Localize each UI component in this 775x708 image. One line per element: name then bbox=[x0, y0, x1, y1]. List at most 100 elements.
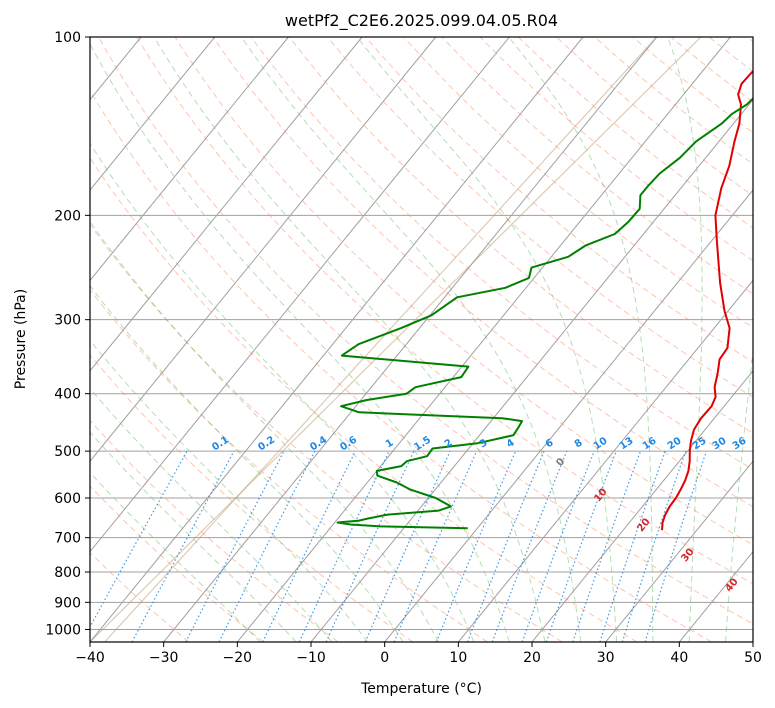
moist-adiabat-line bbox=[90, 431, 297, 642]
mixing-ratio-line bbox=[545, 450, 617, 642]
moist-adiabat-line bbox=[90, 142, 475, 642]
mixing-ratio-label: 6 bbox=[544, 437, 556, 450]
mixing-ratio-line bbox=[491, 450, 568, 642]
x-tick-label: 20 bbox=[523, 650, 541, 666]
x-axis-label: Temperature (°C) bbox=[360, 681, 482, 697]
mixing-ratio-label: 1 bbox=[384, 437, 396, 450]
moist-adiabat-line bbox=[90, 284, 404, 642]
plot-frame bbox=[89, 36, 754, 643]
plot-area: -100-90-80-70-60-50-40-30-20-100.10.20.4… bbox=[0, 37, 753, 642]
curved-guide-line bbox=[104, 37, 658, 642]
mixing-ratio-line bbox=[90, 450, 188, 629]
x-tick-label: −20 bbox=[223, 650, 253, 666]
mixing-ratio-label: 20 bbox=[666, 435, 684, 452]
moist-adiabat-line bbox=[90, 220, 439, 642]
moist-adiabat-label: 40 bbox=[723, 577, 740, 595]
mixing-ratio-label: 8 bbox=[573, 437, 585, 450]
mixing-ratio-label: 13 bbox=[618, 435, 636, 452]
y-tick-label: 1000 bbox=[45, 622, 81, 638]
mixing-ratio-label: 0.6 bbox=[338, 434, 359, 453]
y-tick-label: 600 bbox=[54, 491, 81, 507]
dry-adiabat-line bbox=[90, 419, 339, 642]
mixing-ratio-label: 10 bbox=[592, 435, 610, 452]
dry-adiabat-line bbox=[136, 37, 753, 585]
temperature-profile-line bbox=[661, 70, 753, 531]
x-tick-label: −10 bbox=[296, 650, 326, 666]
y-tick-label: 500 bbox=[54, 444, 81, 460]
x-tick-label: 30 bbox=[597, 650, 615, 666]
isotherm-gridline bbox=[752, 641, 753, 642]
moist-adiabat-label: 10 bbox=[592, 487, 609, 505]
isotherm-gridline bbox=[605, 460, 753, 642]
isotherm-gridline bbox=[90, 37, 510, 553]
moist-adiabat-label: 30 bbox=[679, 547, 696, 565]
dry-adiabat-line bbox=[90, 89, 712, 642]
dry-adiabat-line bbox=[90, 223, 563, 642]
moist-adiabat-line bbox=[90, 42, 510, 642]
x-tick-label: 0 bbox=[380, 650, 389, 666]
y-tick-label: 400 bbox=[54, 387, 81, 403]
x-tick-label: 50 bbox=[744, 650, 762, 666]
isotherm-gridline bbox=[163, 37, 658, 642]
mixing-ratio-label: 4 bbox=[505, 437, 517, 450]
isotherm-gridline bbox=[531, 370, 753, 642]
mixing-ratio-line bbox=[131, 450, 235, 642]
isotherm-gridline bbox=[0, 37, 67, 642]
dry-adiabat-line bbox=[403, 37, 753, 329]
isotherm-gridline bbox=[90, 37, 216, 191]
dry-adiabat-line bbox=[90, 354, 414, 642]
mixing-ratio-line bbox=[599, 450, 666, 642]
moist-adiabat-line bbox=[90, 339, 369, 642]
y-tick-label: 900 bbox=[54, 595, 81, 611]
dry-adiabat-line bbox=[98, 37, 753, 625]
axis-ticks: −40 −30 −20 −10 0 10 20 30 40 5010020030040050060… bbox=[45, 30, 762, 666]
mixing-ratio-line bbox=[466, 450, 545, 642]
isotherm-gridline bbox=[90, 37, 289, 282]
mixing-ratio-label: 25 bbox=[691, 435, 709, 452]
chart-title: wetPf2_C2E6.2025.099.04.05.R04 bbox=[285, 11, 558, 31]
mixing-ratio-label: 3 bbox=[478, 437, 490, 450]
isotherm-gridline bbox=[310, 98, 753, 642]
y-tick-label: 300 bbox=[54, 313, 81, 329]
dry-adiabat-line bbox=[746, 37, 753, 43]
y-tick-label: 700 bbox=[54, 531, 81, 547]
mixing-ratio-label: 0.2 bbox=[256, 434, 277, 453]
x-tick-label: 40 bbox=[670, 650, 688, 666]
dry-adiabat-line bbox=[708, 37, 753, 73]
mixing-ratio-line bbox=[364, 450, 451, 642]
moist-adiabat-label: 0 bbox=[555, 456, 568, 468]
mixing-ratio-label: 2 bbox=[443, 437, 455, 450]
isotherm-gridline bbox=[90, 37, 437, 463]
y-tick-label: 100 bbox=[54, 30, 81, 46]
moist-adiabat-line bbox=[90, 471, 261, 642]
dry-adiabat-line bbox=[327, 37, 753, 398]
moist-adiabat-line bbox=[667, 37, 703, 642]
mixing-ratio-label: 30 bbox=[711, 435, 729, 452]
dry-adiabat-line bbox=[556, 37, 753, 197]
mixing-ratio-label: 16 bbox=[641, 435, 659, 452]
moist-adiabat-line bbox=[725, 346, 753, 642]
dry-adiabat-line bbox=[479, 37, 753, 262]
dry-adiabat-line bbox=[250, 37, 753, 471]
mixing-ratio-line bbox=[393, 450, 478, 642]
moist-adiabat-line bbox=[153, 37, 546, 642]
dry-adiabat-line bbox=[594, 37, 753, 165]
mixing-ratio-line bbox=[521, 450, 595, 642]
mixing-ratio-line bbox=[262, 450, 356, 642]
mixing-ratio-line bbox=[435, 450, 517, 642]
moist-adiabat-line bbox=[508, 37, 654, 642]
mixing-ratio-line bbox=[644, 450, 708, 642]
mixing-ratio-label: 36 bbox=[731, 435, 749, 452]
isotherm-gridline bbox=[236, 37, 731, 642]
dry-adiabat-line bbox=[90, 157, 638, 642]
isotherm-gridline bbox=[90, 37, 584, 642]
isotherm-gridline bbox=[457, 279, 753, 642]
dry-adiabat-line bbox=[517, 37, 753, 229]
y-axis-label: Pressure (hPa) bbox=[13, 289, 29, 389]
x-tick-label: −30 bbox=[149, 650, 179, 666]
isotherm-gridline bbox=[384, 189, 753, 642]
dry-adiabat-line bbox=[365, 37, 753, 363]
y-tick-label: 200 bbox=[54, 208, 81, 224]
x-tick-label: 10 bbox=[449, 650, 467, 666]
